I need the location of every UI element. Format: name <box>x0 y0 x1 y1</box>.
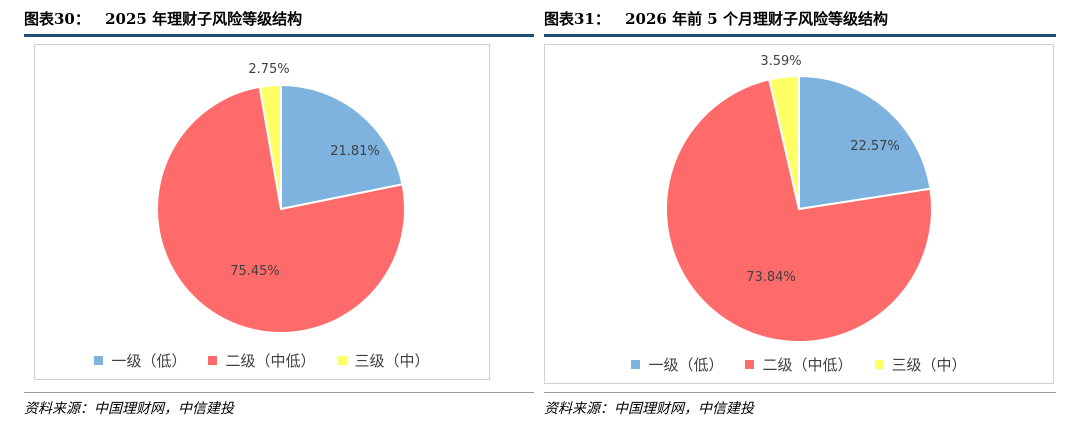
data-label: 75.45% <box>230 264 280 279</box>
legend-label: 二级（中低） <box>225 352 316 370</box>
source-rule <box>544 392 1056 393</box>
title-rule <box>24 34 534 37</box>
data-label: 21.81% <box>330 144 380 159</box>
chart-title: 2026 年前 5 个月理财子风险等级结构 <box>625 10 888 28</box>
pie-chart: 21.81% 75.45% 2.75% <box>156 62 406 334</box>
legend-swatch-midlow <box>208 356 218 365</box>
legend-item-low: 一级（低） <box>631 354 723 375</box>
source-rule <box>24 392 534 393</box>
source-note: 资料来源：中国理财网，中信建投 <box>24 401 234 417</box>
legend-item-mid: 三级（中） <box>874 354 967 375</box>
source-note: 资料来源：中国理财网，中信建投 <box>544 401 754 417</box>
legend-item-mid: 三级（中） <box>337 350 430 371</box>
chart-legend: 一级（低） 二级（中低） 三级（中） <box>35 350 489 371</box>
legend-label: 三级（中） <box>354 352 430 370</box>
title-rule <box>544 34 1056 37</box>
figure-number: 图表31： <box>544 10 610 28</box>
data-label: 22.57% <box>850 139 900 154</box>
pie-chart: 22.57% 73.84% 3.59% <box>665 54 933 343</box>
legend-item-low: 一级（低） <box>94 350 186 371</box>
legend-label: 二级（中低） <box>762 356 853 374</box>
chart-box: 21.81% 75.45% 2.75% 一级（低） 二级（中低） 三级（中） <box>34 44 490 380</box>
slice-low <box>280 83 404 211</box>
legend-item-midlow: 二级（中低） <box>208 350 316 371</box>
chart-legend: 一级（低） 二级（中低） 三级（中） <box>545 354 1053 375</box>
legend-swatch-low <box>94 356 104 365</box>
figure-title: 图表31： 2026 年前 5 个月理财子风险等级结构 <box>544 8 888 29</box>
legend-swatch-mid <box>874 360 884 369</box>
slice-midlow <box>665 78 933 343</box>
figure-title: 图表30： 2025 年理财子风险等级结构 <box>24 8 302 29</box>
legend-swatch-midlow <box>745 360 755 369</box>
slice-mid <box>768 74 800 210</box>
legend-swatch-low <box>631 360 641 369</box>
legend-swatch-mid <box>337 356 347 365</box>
legend-label: 一级（低） <box>111 352 187 370</box>
legend-label: 一级（低） <box>648 356 724 374</box>
slice-mid <box>258 83 282 210</box>
legend-item-midlow: 二级（中低） <box>745 354 853 375</box>
figure-number: 图表30： <box>24 10 90 28</box>
data-label: 3.59% <box>760 54 801 69</box>
legend-label: 三级（中） <box>891 356 967 374</box>
data-label: 73.84% <box>746 270 796 285</box>
slice-low <box>798 74 932 211</box>
chart-box: 22.57% 73.84% 3.59% 一级（低） 二级（中低） 三级（中） <box>544 44 1054 384</box>
slice-midlow <box>156 85 406 334</box>
chart-title: 2025 年理财子风险等级结构 <box>105 10 303 28</box>
data-label: 2.75% <box>248 62 289 77</box>
